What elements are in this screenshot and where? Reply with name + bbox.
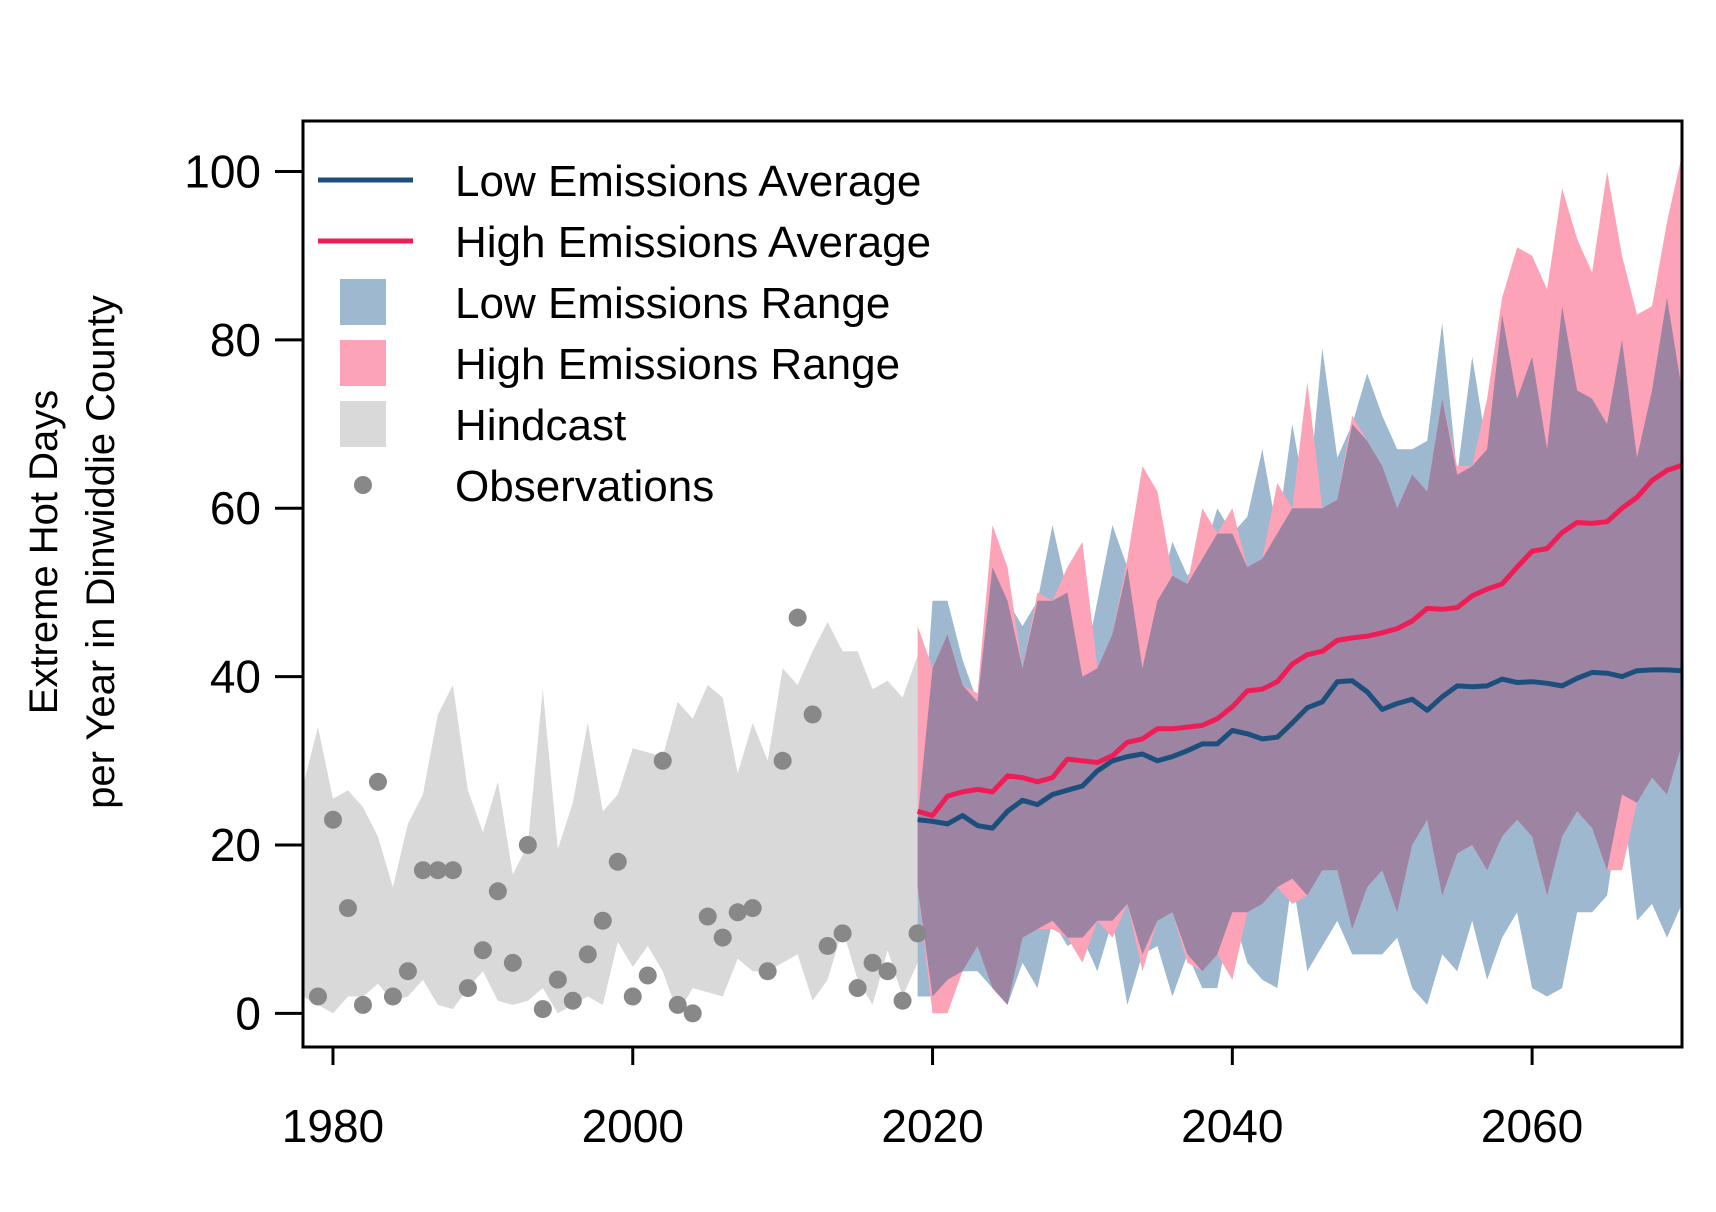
observation-point [503, 953, 522, 972]
observation-point [878, 962, 897, 981]
observation-point [698, 907, 717, 926]
low-emissions-average-line [917, 667, 1682, 831]
observation-point [428, 861, 447, 880]
observation-point [533, 1000, 552, 1019]
y-tick-label: 100 [184, 146, 261, 198]
observation-point [803, 705, 822, 724]
observation-point [353, 995, 372, 1014]
legend: Low Emissions Average High Emissions Aver… [318, 157, 931, 511]
observation-point [638, 966, 657, 985]
x-tick-label: 2040 [1181, 1100, 1283, 1152]
legend-label: Hindcast [455, 401, 626, 450]
x-tick-label: 2060 [1481, 1100, 1583, 1152]
legend-label: High Emissions Average [455, 218, 931, 267]
legend-entry: High Emissions Average [318, 218, 931, 267]
observation-point [563, 991, 582, 1010]
y-axis-title: Extreme Hot Days per Year in Dinwiddie C… [22, 295, 123, 809]
legend-label: Observations [455, 462, 714, 511]
observation-point [323, 810, 342, 829]
observation-point [398, 962, 417, 981]
observation-point [473, 941, 492, 960]
legend-entry: Low Emissions Range [340, 279, 890, 328]
observation-point [758, 962, 777, 981]
observation-points-layer [308, 608, 927, 1023]
x-tick-label: 1980 [282, 1100, 384, 1152]
legend-box-key [340, 279, 386, 325]
observation-point [488, 882, 507, 901]
observation-point [818, 936, 837, 955]
observation-point [458, 979, 477, 998]
y-tick-label: 80 [210, 314, 261, 366]
observation-point [368, 772, 387, 791]
observation-point [668, 995, 687, 1014]
observation-point [413, 861, 432, 880]
observation-point [833, 924, 852, 943]
observation-point [608, 852, 627, 871]
observation-point [653, 751, 672, 770]
observation-point [518, 835, 537, 854]
observation-point [788, 608, 807, 627]
projection-range-layer [917, 154, 1682, 1014]
high-emissions-average-line [916, 462, 1682, 818]
observation-point [623, 987, 642, 1006]
x-tick-label: 2000 [582, 1100, 684, 1152]
observation-point [773, 751, 792, 770]
legend-label: Low Emissions Average [455, 157, 921, 206]
legend-entry: Observations [354, 462, 714, 511]
y-axis-title-line1: Extreme Hot Days [22, 390, 66, 715]
observation-point [338, 899, 357, 918]
legend-box-key [340, 340, 386, 386]
observation-point [578, 945, 597, 964]
observation-point [548, 970, 567, 989]
plot-frame [301, 119, 1684, 1049]
legend-entry: Hindcast [340, 401, 626, 450]
legend-box-key [340, 401, 386, 447]
observation-point [728, 903, 747, 922]
legend-label: Low Emissions Range [455, 279, 890, 328]
observation-point [848, 979, 867, 998]
average-lines-layer [916, 462, 1682, 831]
observation-point [593, 911, 612, 930]
hindcast-band [303, 621, 918, 1014]
observation-point [308, 987, 327, 1006]
y-axis-title-line2: per Year in Dinwiddie County [79, 295, 123, 809]
observation-point [743, 899, 762, 918]
y-tick-label: 40 [210, 651, 261, 703]
observation-point [383, 987, 402, 1006]
legend-entry: High Emissions Range [340, 340, 900, 389]
y-tick-label: 20 [210, 819, 261, 871]
range-overlap-band [917, 297, 1682, 1005]
y-axis: 0 20 40 60 80 100 [184, 146, 303, 1039]
observation-point [713, 928, 732, 947]
observation-point [893, 991, 912, 1010]
observation-point [863, 953, 882, 972]
observation-point [908, 924, 927, 943]
x-tick-label: 2020 [881, 1100, 983, 1152]
legend-label: High Emissions Range [455, 340, 900, 389]
legend-entry: Low Emissions Average [318, 157, 921, 206]
y-tick-label: 0 [235, 987, 261, 1039]
x-axis: 1980 2000 2020 2040 2060 [282, 1047, 1583, 1152]
hindcast-band-layer [303, 621, 918, 1014]
y-tick-label: 60 [210, 482, 261, 534]
observation-point [443, 861, 462, 880]
legend-point-key [354, 476, 372, 494]
observation-point [683, 1004, 702, 1023]
